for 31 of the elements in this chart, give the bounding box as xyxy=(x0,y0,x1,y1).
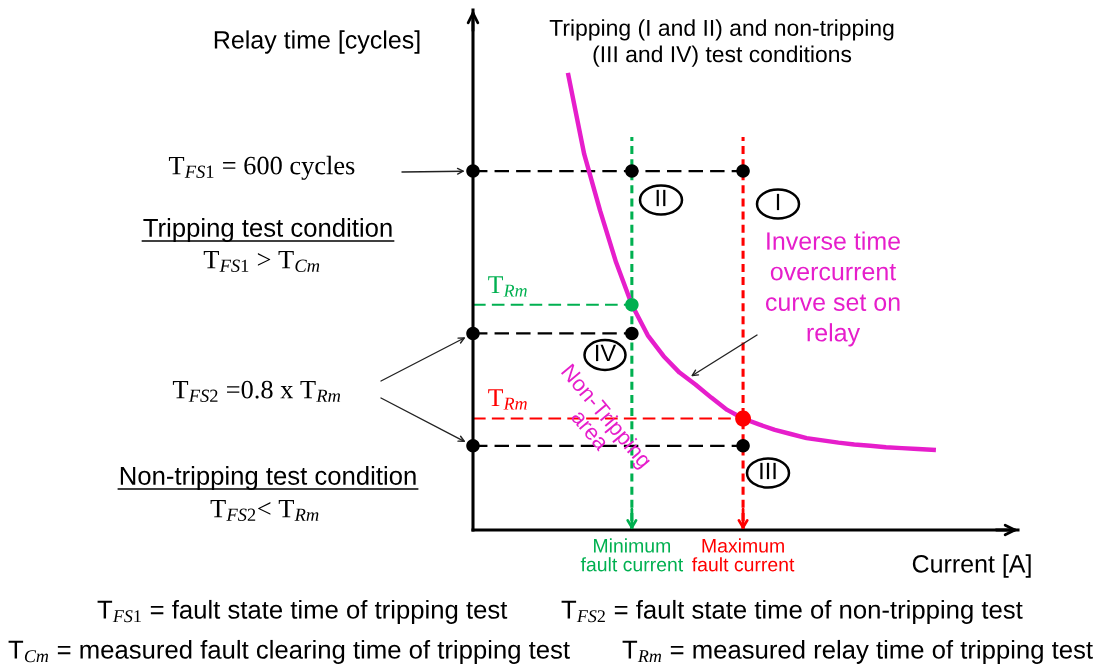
point xyxy=(466,326,480,341)
x-tick-label: Minimum fault current xyxy=(580,538,684,572)
point xyxy=(736,164,750,178)
point xyxy=(736,439,750,453)
text: Tripping test condition xyxy=(143,218,392,242)
annotation: III xyxy=(760,462,776,480)
text: T$_{Rm}$ = measured relay time of tripping test xyxy=(622,639,1093,664)
chart-title: Tripping (I and II) and non-tripping (III and IV) test conditions xyxy=(549,19,894,67)
point xyxy=(625,164,639,178)
text: T$_{FS2}$< T$_{Rm}$ xyxy=(210,499,319,522)
point xyxy=(466,164,480,178)
series-label: T$_{Rm}$ xyxy=(488,276,527,297)
point xyxy=(625,298,639,312)
annotation: II xyxy=(656,189,666,207)
x-axis-title: Current [A] xyxy=(912,554,1031,578)
text: T$_{FS1}$ = fault state time of tripping test xyxy=(97,599,508,624)
series-label: T$_{Rm}$ xyxy=(488,389,527,410)
text: Inverse time overcurrent curve set on relay xyxy=(765,231,900,347)
point xyxy=(625,326,639,341)
text: T$_{Cm}$ = measured fault clearing time of tripping test xyxy=(8,639,570,664)
point xyxy=(466,439,480,453)
text: T$_{FS2}$ = fault state time of non-tripping test xyxy=(561,599,1023,624)
annotation: IV xyxy=(596,344,617,362)
text: T$_{FS2}$ =0.8 x T$_{Rm}$ xyxy=(172,380,341,403)
annotation: I xyxy=(776,193,780,211)
text: T$_{FS1}$ = 600 cycles xyxy=(168,155,355,180)
x-tick-label: Maximum fault current xyxy=(692,538,795,572)
point xyxy=(735,410,751,427)
y-axis-title: Relay time [cycles] xyxy=(214,30,420,54)
text: T$_{FS1}$ > T$_{Cm}$ xyxy=(203,250,320,273)
text: Non-tripping test condition xyxy=(120,466,416,490)
